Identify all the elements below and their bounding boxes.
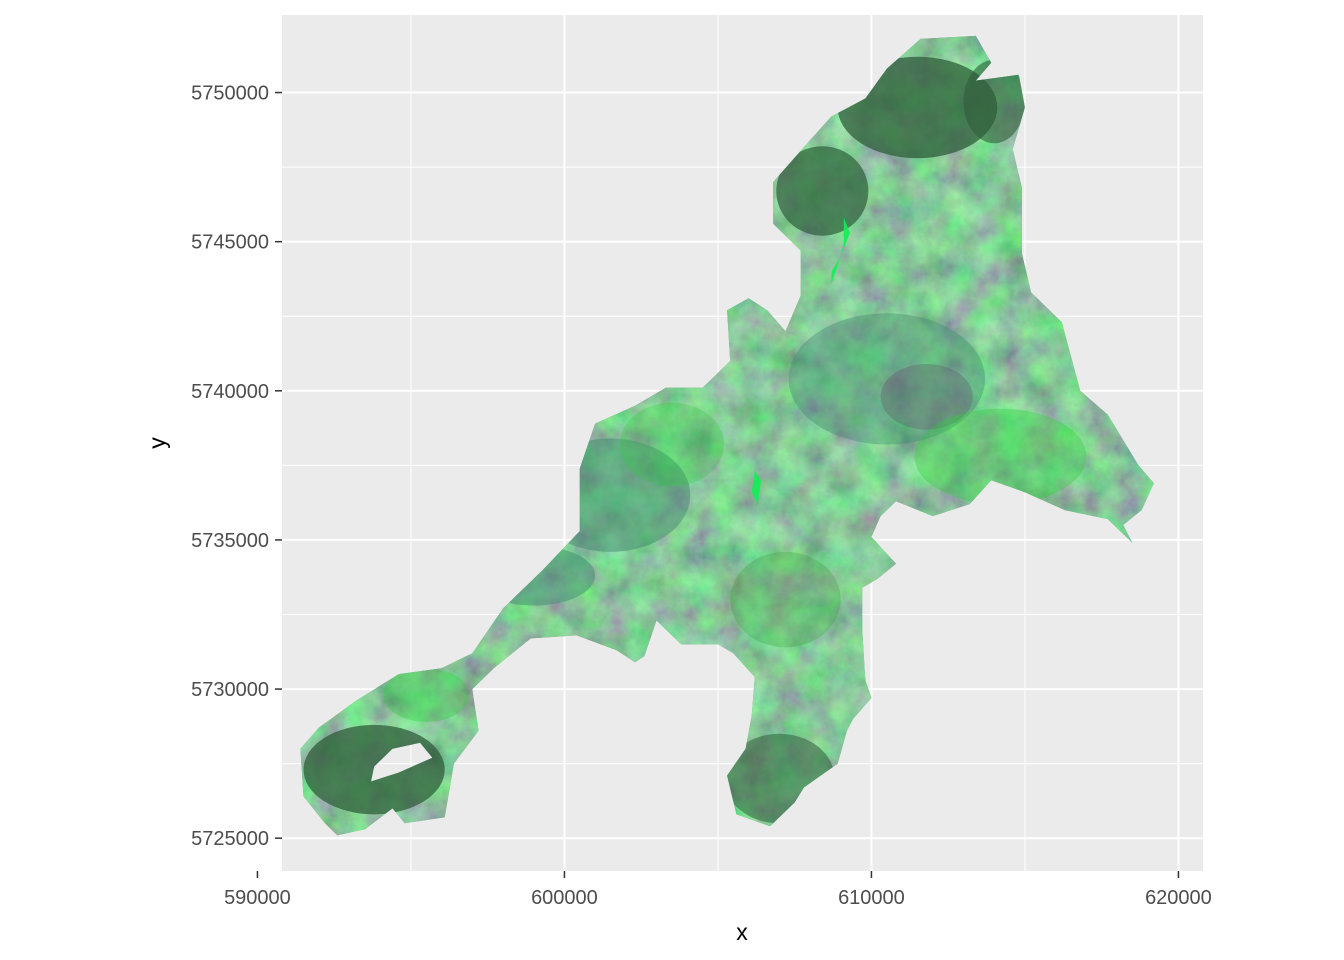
- water-body: [751, 471, 761, 505]
- x-tick-label: 620000: [1145, 887, 1212, 909]
- y-tick-label: 5725000: [191, 828, 269, 850]
- y-tick-label: 5735000: [191, 530, 269, 552]
- land-cover-patch: [619, 402, 725, 487]
- y-axis: 5725000 5730000 5735000 5740000 5745000 57500…: [191, 83, 282, 850]
- y-axis-title: y: [144, 437, 170, 449]
- x-tick-label: 600000: [531, 887, 598, 909]
- land-cover-patch: [914, 408, 1087, 505]
- x-tick-label: 590000: [224, 887, 291, 909]
- x-tick-label: 610000: [838, 887, 905, 909]
- land-cover-patch: [776, 146, 869, 236]
- land-cover-patch: [383, 668, 470, 722]
- land-cover-patch: [963, 59, 1025, 144]
- land-cover-patch: [730, 551, 841, 648]
- water-body: [831, 217, 850, 284]
- land-cover-patch: [880, 363, 973, 430]
- land-cover-patch: [837, 56, 998, 159]
- x-axis-title: x: [736, 919, 748, 945]
- land-cover-patch: [788, 313, 986, 445]
- y-tick-label: 5745000: [191, 232, 269, 254]
- y-tick-label: 5740000: [191, 381, 269, 403]
- y-tick-label: 5750000: [191, 83, 269, 105]
- y-tick-label: 5730000: [191, 679, 269, 701]
- x-axis: 590000 600000 610000 620000: [224, 871, 1212, 909]
